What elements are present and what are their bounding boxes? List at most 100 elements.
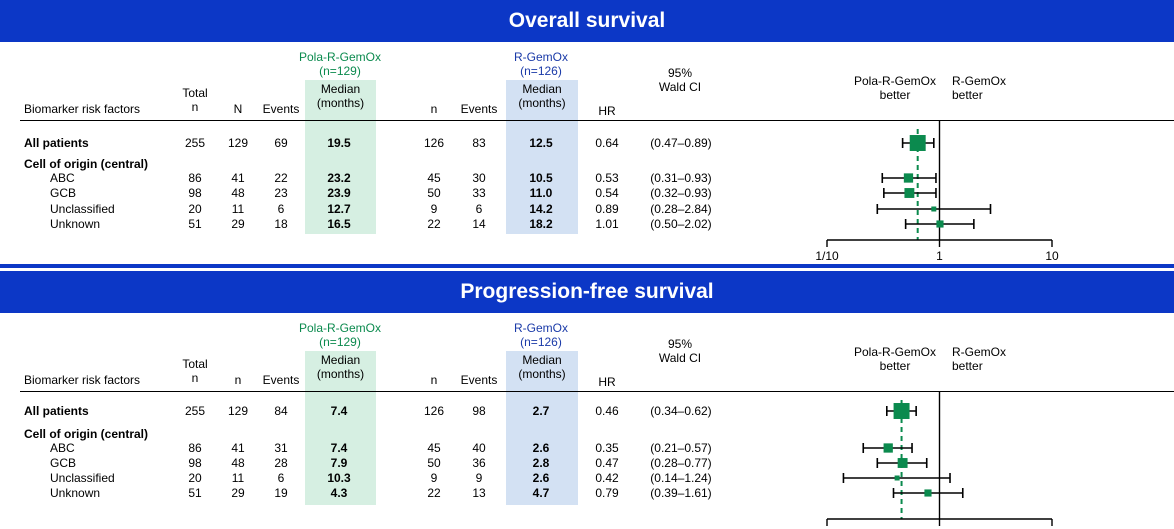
- hr-marker: [903, 173, 914, 183]
- arm2-n: (n=126): [520, 335, 562, 349]
- hr-marker: [897, 458, 908, 468]
- row-n-arm2: 9: [430, 202, 438, 216]
- row-median-arm2: 4.7: [532, 486, 550, 500]
- section-separator: [0, 264, 1174, 268]
- header-median-arm2: (months): [518, 367, 566, 381]
- header-wald-ci: 95%: [667, 66, 693, 80]
- header-wald-ci: Wald CI: [658, 80, 702, 94]
- row-n-arm1: 129: [227, 136, 249, 150]
- row-label: GCB: [50, 186, 77, 200]
- header-wald-ci: 95%: [667, 337, 693, 351]
- row-n-arm1: 11: [231, 471, 245, 485]
- row-events-arm2: 9: [475, 471, 483, 485]
- header-better-arm2: R-GemOx: [952, 345, 1006, 359]
- row-median-arm2: 2.6: [532, 471, 550, 485]
- row-n-arm2: 22: [427, 217, 441, 231]
- header-rule: [20, 391, 1174, 392]
- row-median-arm1: 7.4: [330, 404, 348, 418]
- arm2-name: R-GemOx: [514, 321, 568, 335]
- row-n-arm1: 29: [231, 217, 245, 231]
- row-events-arm1: 31: [274, 441, 288, 455]
- row-hr: 0.42: [595, 471, 619, 485]
- row-label: All patients: [24, 136, 89, 150]
- arm1-name: Pola-R-GemOx: [298, 50, 381, 64]
- row-total-n: 86: [188, 441, 202, 455]
- hr-marker: [894, 475, 900, 481]
- row-events-arm1: 84: [274, 404, 288, 418]
- header-median-arm2: Median: [522, 82, 562, 96]
- row-median-arm1: 23.2: [327, 171, 351, 185]
- row-median-arm2: 2.7: [532, 404, 550, 418]
- row-median-arm1: 23.9: [327, 186, 351, 200]
- row-events-arm2: 13: [472, 486, 486, 500]
- header-median-arm2: (months): [518, 96, 566, 110]
- header-total-n: n: [191, 100, 199, 114]
- row-events-arm1: 69: [274, 136, 288, 150]
- row-total-n: 255: [184, 136, 206, 150]
- median-column-shade-arm2: [506, 351, 578, 505]
- header-median-arm1: (months): [316, 96, 365, 110]
- row-label: Unclassified: [50, 202, 115, 216]
- panel-title-banner: Overall survival: [0, 0, 1174, 42]
- x-tick-label: 1/10: [815, 249, 839, 263]
- header-events-arm1: Events: [262, 102, 300, 116]
- row-n-arm2: 45: [427, 441, 441, 455]
- header-n-arm2: n: [430, 102, 438, 116]
- row-wald-ci: (0.31–0.93): [650, 171, 712, 185]
- row-label: Unclassified: [50, 471, 115, 485]
- hr-marker: [924, 489, 932, 497]
- row-n-arm1: 48: [231, 186, 245, 200]
- row-hr: 0.89: [595, 202, 619, 216]
- header-biomarker: Biomarker risk factors: [24, 102, 141, 116]
- row-hr: 0.79: [595, 486, 619, 500]
- row-events-arm2: 36: [472, 456, 486, 470]
- arm2-name: R-GemOx: [514, 50, 568, 64]
- hr-marker: [893, 403, 910, 419]
- row-total-n: 20: [188, 471, 202, 485]
- row-total-n: 51: [188, 217, 202, 231]
- row-total-n: 86: [188, 171, 202, 185]
- row-n-arm2: 126: [423, 136, 445, 150]
- header-better-arm2: R-GemOx: [952, 74, 1006, 88]
- row-events-arm1: 6: [277, 202, 285, 216]
- row-hr: 0.54: [595, 186, 619, 200]
- row-label: Unknown: [50, 217, 101, 231]
- header-biomarker: Biomarker risk factors: [24, 373, 141, 387]
- header-better-arm1: Pola-R-GemOx: [853, 345, 936, 359]
- row-wald-ci: (0.47–0.89): [650, 136, 712, 150]
- hr-marker: [909, 135, 926, 151]
- median-column-shade-arm1: [305, 80, 376, 234]
- row-wald-ci: (0.34–0.62): [650, 404, 712, 418]
- header-median-arm1: Median: [320, 353, 361, 367]
- header-better-arm2: better: [952, 359, 983, 373]
- row-median-arm1: 10.3: [327, 471, 351, 485]
- row-total-n: 98: [188, 456, 202, 470]
- row-events-arm2: 30: [472, 171, 486, 185]
- row-hr: 1.01: [595, 217, 619, 231]
- row-median-arm2: 11.0: [529, 186, 553, 200]
- row-n-arm2: 45: [427, 171, 441, 185]
- header-median-arm1: (months): [316, 367, 365, 381]
- row-median-arm2: 14.2: [529, 202, 553, 216]
- header-hr: HR: [598, 375, 616, 389]
- row-total-n: 51: [188, 486, 202, 500]
- header-total-n: n: [191, 371, 199, 385]
- row-wald-ci: (0.14–1.24): [650, 471, 712, 485]
- row-n-arm1: 41: [231, 441, 245, 455]
- header-hr: HR: [598, 104, 616, 118]
- row-wald-ci: (0.28–2.84): [650, 202, 712, 216]
- header-events-arm1: Events: [262, 373, 300, 387]
- row-n-arm2: 50: [427, 186, 441, 200]
- hr-marker: [904, 188, 915, 198]
- row-n-arm1: 129: [227, 404, 249, 418]
- row-n-arm2: 50: [427, 456, 441, 470]
- row-n-arm1: 48: [231, 456, 245, 470]
- row-n-arm2: 126: [423, 404, 445, 418]
- row-wald-ci: (0.32–0.93): [650, 186, 712, 200]
- row-events-arm2: 40: [472, 441, 486, 455]
- row-label: All patients: [24, 404, 89, 418]
- row-median-arm1: 16.5: [327, 217, 351, 231]
- arm1-n: (n=129): [319, 64, 361, 78]
- row-wald-ci: (0.39–1.61): [650, 486, 712, 500]
- arm2-n: (n=126): [520, 64, 562, 78]
